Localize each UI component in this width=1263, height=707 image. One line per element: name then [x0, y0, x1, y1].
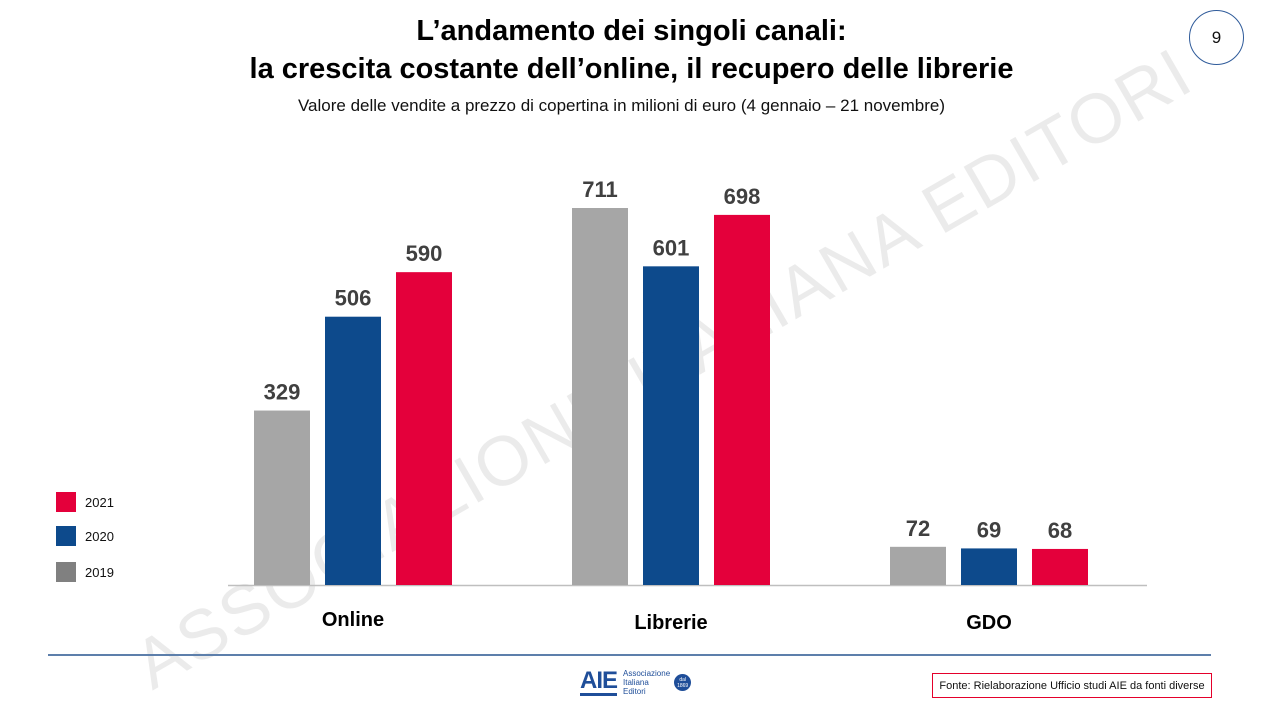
legend-swatch-2021 [56, 492, 76, 512]
logo-text-line-3: Editori [623, 687, 646, 696]
page-number-badge: 9 [1189, 10, 1244, 65]
data-label-online-2021: 590 [406, 241, 443, 266]
source-note: Fonte: Rielaborazione Ufficio studi AIE … [932, 673, 1212, 698]
title-line-1: L’andamento dei singoli canali: [416, 15, 847, 47]
legend-label-2021: 2021 [85, 494, 114, 510]
category-label-online: Online [322, 609, 384, 631]
slide-title: L’andamento dei singoli canali: la cresc… [0, 12, 1263, 88]
bar-online-2020 [325, 316, 381, 585]
bar-gdo-2020 [961, 548, 1017, 585]
logo-text-line-2: Italiana [623, 678, 649, 687]
legend-label-2019: 2019 [85, 564, 114, 580]
logo-mark: AIE [580, 667, 618, 696]
bar-gdo-2019 [890, 546, 946, 585]
aie-logo: AIE Associazione Italiana Editori dal 18… [580, 667, 692, 696]
bar-gdo-2021 [1032, 548, 1088, 585]
data-label-gdo-2020: 69 [977, 517, 1001, 542]
logo-text-line-1: Associazione [623, 669, 671, 678]
data-label-gdo-2019: 72 [906, 516, 930, 541]
slide-subtitle: Valore delle vendite a prezzo di coperti… [297, 96, 945, 115]
logo-badge: dal 1869 [674, 674, 692, 691]
logo-badge-line-2: 1869 [677, 682, 689, 689]
logo-badge-line-1: dal [679, 676, 686, 683]
data-label-librerie-2021: 698 [724, 184, 761, 209]
legend-item-2019: 2019 [56, 562, 114, 582]
data-label-online-2019: 329 [264, 380, 301, 405]
data-label-online-2020: 506 [335, 286, 372, 311]
bar-online-2019 [254, 410, 310, 585]
data-label-gdo-2021: 68 [1048, 518, 1072, 543]
bar-librerie-2021 [714, 214, 770, 585]
bar-online-2021 [396, 272, 452, 585]
legend-swatch-2019 [56, 562, 76, 582]
footer-divider [48, 654, 1211, 656]
category-label-gdo: GDO [966, 612, 1012, 634]
title-line-2: la crescita costante dell’online, il rec… [249, 53, 1014, 85]
bar-librerie-2019 [572, 208, 628, 585]
bar-librerie-2020 [643, 266, 699, 585]
legend-label-2020: 2020 [85, 528, 114, 544]
legend-item-2020: 2020 [56, 526, 114, 546]
data-label-librerie-2020: 601 [653, 235, 690, 260]
data-label-librerie-2019: 711 [582, 177, 618, 202]
legend-item-2021: 2021 [56, 492, 114, 512]
logo-text: Associazione Italiana Editori [623, 669, 670, 696]
category-label-librerie: Librerie [634, 612, 707, 634]
legend-swatch-2020 [56, 526, 76, 546]
